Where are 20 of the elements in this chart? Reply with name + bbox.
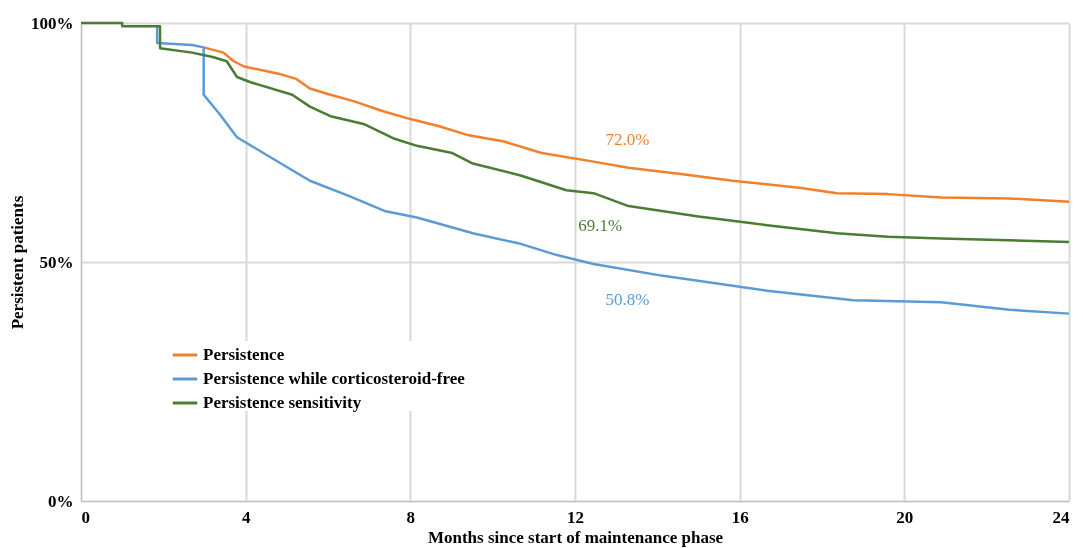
x-tick-label: 20 — [896, 507, 914, 527]
x-axis-title: Months since start of maintenance phase — [427, 527, 724, 547]
x-tick-label: 0 — [81, 507, 90, 527]
y-tick-label: 0% — [48, 491, 74, 511]
legend-label: Persistence — [203, 345, 285, 364]
legend-label: Persistence while corticosteroid-free — [203, 369, 466, 388]
legend-label: Persistence sensitivity — [203, 393, 362, 412]
x-tick-label: 8 — [406, 507, 416, 527]
annotation: 69.1% — [578, 216, 623, 236]
x-tick-label: 24 — [1052, 507, 1070, 527]
y-tick-label: 50% — [39, 252, 74, 272]
line-series — [202, 46, 1071, 204]
annotation: 50.8% — [605, 289, 650, 309]
y-tick-label: 100% — [31, 13, 74, 33]
annotation: 72.0% — [605, 129, 650, 149]
x-tick-label: 16 — [731, 507, 749, 527]
x-tick-label: 12 — [567, 507, 584, 527]
y-axis-title: Persistent patients — [8, 195, 27, 330]
line-series — [155, 25, 1071, 315]
x-tick-label: 4 — [241, 507, 251, 527]
